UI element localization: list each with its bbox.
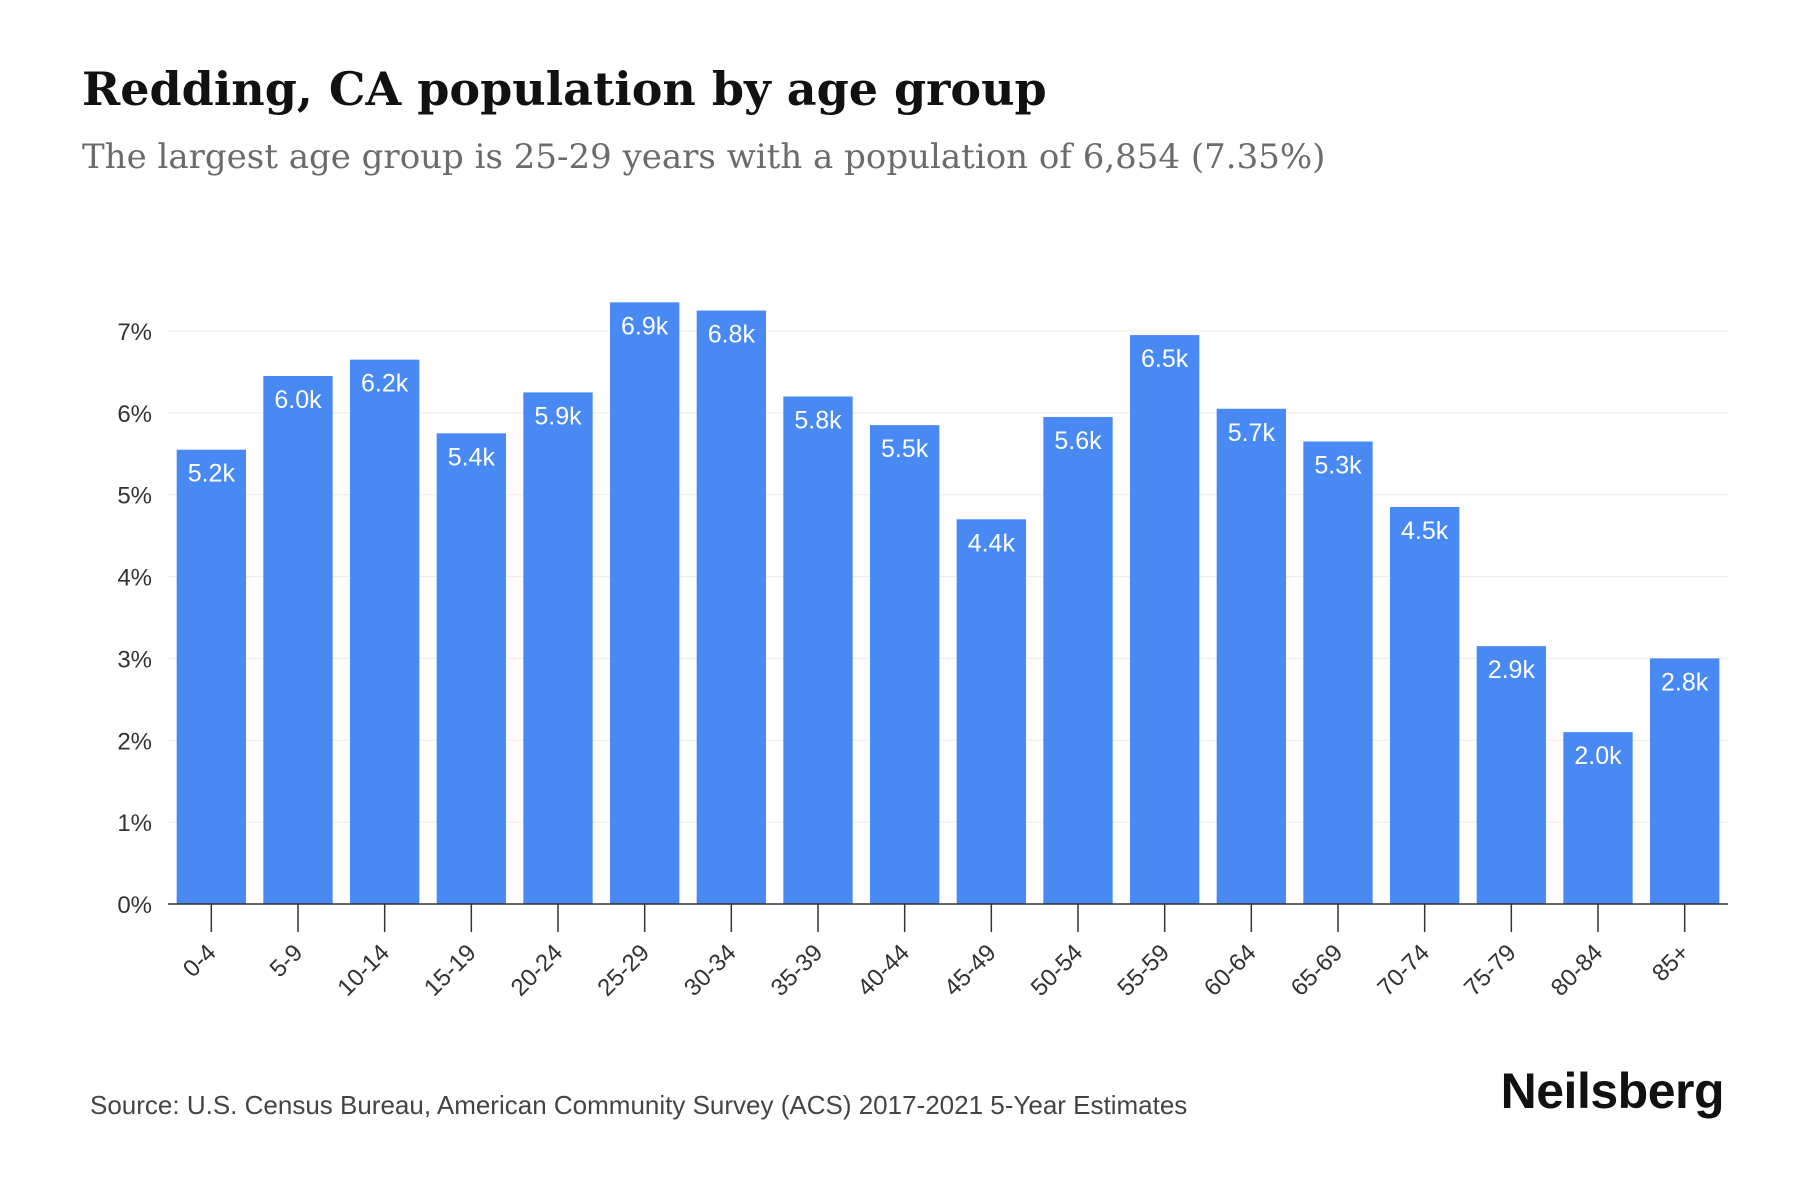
brand-logo: Neilsberg bbox=[1500, 1063, 1725, 1119]
bar-25-29 bbox=[610, 302, 680, 905]
x-tick-label: 75-79 bbox=[1459, 939, 1522, 1002]
data-label: 5.8k bbox=[794, 406, 842, 434]
bar-85+ bbox=[1650, 658, 1720, 904]
data-label: 2.0k bbox=[1574, 742, 1622, 770]
bar-15-19 bbox=[436, 433, 506, 904]
x-tick-label: 25-29 bbox=[592, 939, 655, 1002]
x-axis-ticks: 0-4 5-9 10-14 15-19 20-24 25-29 30-34 35-39 40-4… bbox=[178, 904, 1695, 1002]
x-tick-label: 20-24 bbox=[506, 939, 569, 1002]
data-label: 5.9k bbox=[534, 402, 582, 430]
data-label: 6.5k bbox=[1141, 345, 1189, 373]
y-tick-label: 7% bbox=[117, 319, 152, 346]
y-tick-label: 5% bbox=[117, 483, 152, 510]
x-tick-label: 5-9 bbox=[265, 939, 309, 983]
data-label: 5.4k bbox=[448, 443, 496, 471]
bar-45-49 bbox=[956, 519, 1026, 904]
x-tick-label: 45-49 bbox=[939, 939, 1002, 1002]
chart-title: Redding, CA population by age group bbox=[82, 62, 1047, 116]
bar-75-79 bbox=[1476, 646, 1546, 904]
bar-20-24 bbox=[523, 392, 593, 904]
y-tick-label: 6% bbox=[117, 401, 152, 428]
bar-30-34 bbox=[696, 310, 766, 904]
data-label: 6.2k bbox=[361, 370, 409, 398]
y-tick-label: 0% bbox=[117, 892, 152, 919]
x-tick-label: 85+ bbox=[1647, 939, 1695, 987]
x-tick-label: 80-84 bbox=[1546, 939, 1609, 1002]
bar-0-4 bbox=[176, 449, 246, 904]
y-axis-ticks: 0% 1% 2% 3% 4% 5% 6% 7% bbox=[117, 319, 152, 919]
bars bbox=[176, 302, 1720, 905]
x-tick-label: 50-54 bbox=[1026, 939, 1089, 1002]
data-label: 5.7k bbox=[1228, 419, 1276, 447]
bar-40-44 bbox=[870, 425, 940, 904]
data-label: 5.5k bbox=[881, 435, 929, 463]
bar-80-84 bbox=[1563, 732, 1633, 904]
data-label: 2.9k bbox=[1488, 656, 1536, 684]
data-label: 4.4k bbox=[968, 529, 1016, 557]
bar-65-69 bbox=[1303, 441, 1373, 904]
bar-70-74 bbox=[1390, 506, 1460, 904]
chart-subtitle: The largest age group is 25-29 years wit… bbox=[82, 137, 1326, 177]
data-label: 5.3k bbox=[1314, 452, 1362, 480]
y-tick-label: 4% bbox=[117, 565, 152, 592]
x-tick-label: 60-64 bbox=[1199, 939, 1262, 1002]
data-label: 2.8k bbox=[1661, 668, 1709, 696]
data-label: 4.5k bbox=[1401, 517, 1449, 545]
gridlines bbox=[168, 330, 1728, 823]
x-tick-label: 55-59 bbox=[1112, 939, 1175, 1002]
data-label: 6.0k bbox=[274, 386, 322, 414]
y-tick-label: 3% bbox=[117, 646, 152, 673]
data-labels: 5.2k 6.0k 6.2k 5.4k 5.9k 6.9k 6.8k 5.8k 5.5k 4.4k… bbox=[188, 312, 1709, 770]
x-tick-label: 0-4 bbox=[178, 939, 222, 983]
data-label: 5.2k bbox=[188, 460, 236, 488]
bar-60-64 bbox=[1216, 408, 1286, 904]
x-tick-label: 15-19 bbox=[419, 939, 482, 1002]
bar-55-59 bbox=[1130, 335, 1200, 904]
bar-50-54 bbox=[1043, 416, 1113, 904]
x-tick-label: 65-69 bbox=[1286, 939, 1349, 1002]
x-tick-label: 30-34 bbox=[679, 939, 742, 1002]
y-tick-label: 2% bbox=[117, 728, 152, 755]
data-label: 5.6k bbox=[1054, 427, 1102, 455]
x-tick-label: 35-39 bbox=[766, 939, 829, 1002]
x-tick-label: 10-14 bbox=[332, 939, 395, 1002]
bar-35-39 bbox=[783, 396, 853, 904]
x-tick-label: 70-74 bbox=[1372, 939, 1435, 1002]
bar-5-9 bbox=[263, 376, 333, 904]
data-label: 6.8k bbox=[708, 321, 756, 349]
data-label: 6.9k bbox=[621, 312, 669, 340]
x-tick-label: 40-44 bbox=[852, 939, 915, 1002]
y-tick-label: 1% bbox=[117, 810, 152, 837]
source-note: Source: U.S. Census Bureau, American Com… bbox=[90, 1090, 1188, 1120]
bar-10-14 bbox=[350, 359, 420, 904]
